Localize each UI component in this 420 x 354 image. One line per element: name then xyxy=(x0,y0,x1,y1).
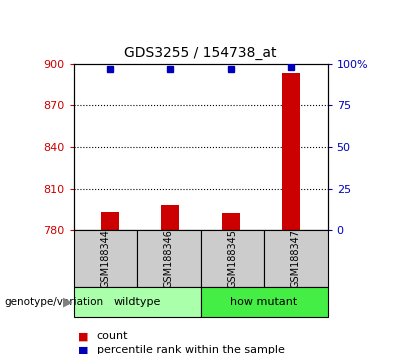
Bar xyxy=(74,230,137,287)
Text: ■: ■ xyxy=(78,346,88,354)
Text: how mutant: how mutant xyxy=(231,297,298,307)
Bar xyxy=(264,230,328,287)
Bar xyxy=(282,73,300,230)
Bar xyxy=(161,205,179,230)
Text: GSM188344: GSM188344 xyxy=(100,229,110,288)
Text: genotype/variation: genotype/variation xyxy=(4,297,103,307)
Text: GSM188346: GSM188346 xyxy=(164,229,174,288)
Bar xyxy=(101,212,119,230)
Bar xyxy=(201,230,264,287)
Bar xyxy=(137,230,201,287)
Text: count: count xyxy=(97,331,128,341)
Bar xyxy=(201,287,328,317)
Text: percentile rank within the sample: percentile rank within the sample xyxy=(97,346,284,354)
Text: GSM188345: GSM188345 xyxy=(227,229,237,288)
Text: wildtype: wildtype xyxy=(113,297,161,307)
Text: GSM188347: GSM188347 xyxy=(291,229,301,288)
Bar xyxy=(74,287,201,317)
Bar xyxy=(222,213,240,230)
Title: GDS3255 / 154738_at: GDS3255 / 154738_at xyxy=(124,46,277,60)
Text: ▶: ▶ xyxy=(63,295,73,308)
Text: ■: ■ xyxy=(78,331,88,341)
